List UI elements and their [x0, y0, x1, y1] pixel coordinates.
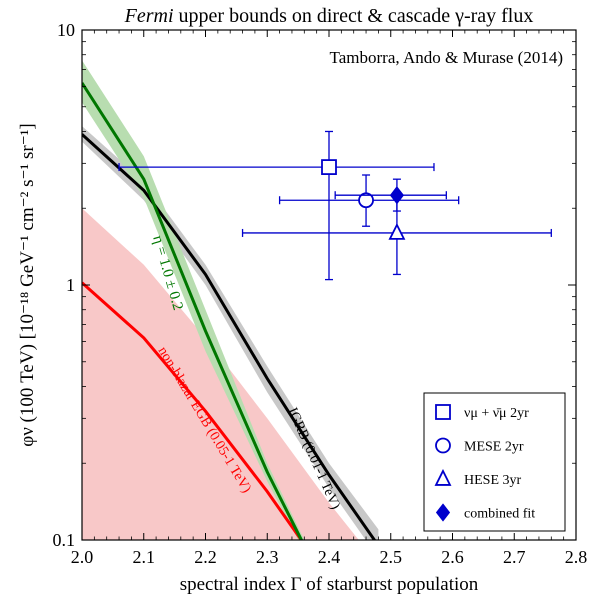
legend-label: MESE 2yr: [464, 440, 524, 455]
y-tick-label: 1: [66, 275, 75, 295]
marker-diamond: [389, 186, 405, 205]
legend-label: νμ + ν̄μ 2yr: [464, 406, 529, 421]
marker-circle: [358, 192, 374, 209]
legend-marker-circle: [435, 437, 451, 454]
x-tick-label: 2.1: [133, 547, 156, 567]
marker-triangle: [388, 222, 406, 240]
y-axis-label: φν (100 TeV) [10⁻¹⁸ GeV⁻¹ cm⁻² s⁻¹ sr⁻¹]: [17, 123, 38, 447]
x-axis-label: spectral index Γ of starburst population: [180, 574, 479, 595]
igrb-line: [82, 133, 377, 540]
egrb-line: [82, 281, 304, 540]
eta-line: [82, 82, 304, 540]
legend-marker-square: [435, 404, 451, 420]
x-tick-label: 2.2: [194, 547, 217, 567]
marker-square: [321, 159, 337, 175]
chart-title-rest: upper bounds on direct & cascade γ-ray f…: [174, 5, 534, 27]
legend-marker-triangle: [434, 468, 452, 486]
legend-label: HESE 3yr: [464, 473, 522, 488]
chart-title-italic: Fermi: [124, 5, 174, 27]
legend: νμ + ν̄μ 2yr MESE 2yr HESE 3yr combined fit: [423, 392, 566, 532]
x-tick-label: 2.4: [318, 547, 341, 567]
x-tick-label: 2.7: [503, 547, 526, 567]
x-tick-label: 2.0: [71, 547, 94, 567]
y-tick-label: 10: [57, 20, 75, 40]
data-point-diamond: [334, 178, 447, 212]
legend-item: νμ + ν̄μ 2yr: [435, 404, 529, 421]
legend-item: MESE 2yr: [435, 437, 524, 455]
chart-title: Fermi upper bounds on direct & cascade γ…: [124, 5, 534, 27]
x-tick-label: 2.8: [565, 547, 588, 567]
annotation-text: Tamborra, Ando & Murase (2014): [330, 48, 563, 67]
x-tick-label: 2.6: [441, 547, 464, 567]
ticks-layer: 2.0 2.1 2.2 2.3 2.4 2.5 2.6 2.7 2.8 0.1 1 10: [53, 20, 588, 567]
data-point-circle: [278, 174, 460, 227]
data-point-square: [118, 130, 435, 281]
y-tick-label: 0.1: [53, 530, 76, 550]
x-tick-label: 2.5: [380, 547, 403, 567]
legend-item: combined fit: [435, 503, 535, 522]
legend-items: νμ + ν̄μ 2yr MESE 2yr HESE 3yr combined fit: [434, 404, 535, 522]
points-layer: [118, 130, 552, 281]
legend-marker-diamond: [435, 503, 451, 522]
bands-layer: [82, 60, 379, 540]
x-tick-label: 2.3: [256, 547, 279, 567]
legend-label: combined fit: [464, 507, 535, 522]
legend-item: HESE 3yr: [434, 468, 522, 488]
